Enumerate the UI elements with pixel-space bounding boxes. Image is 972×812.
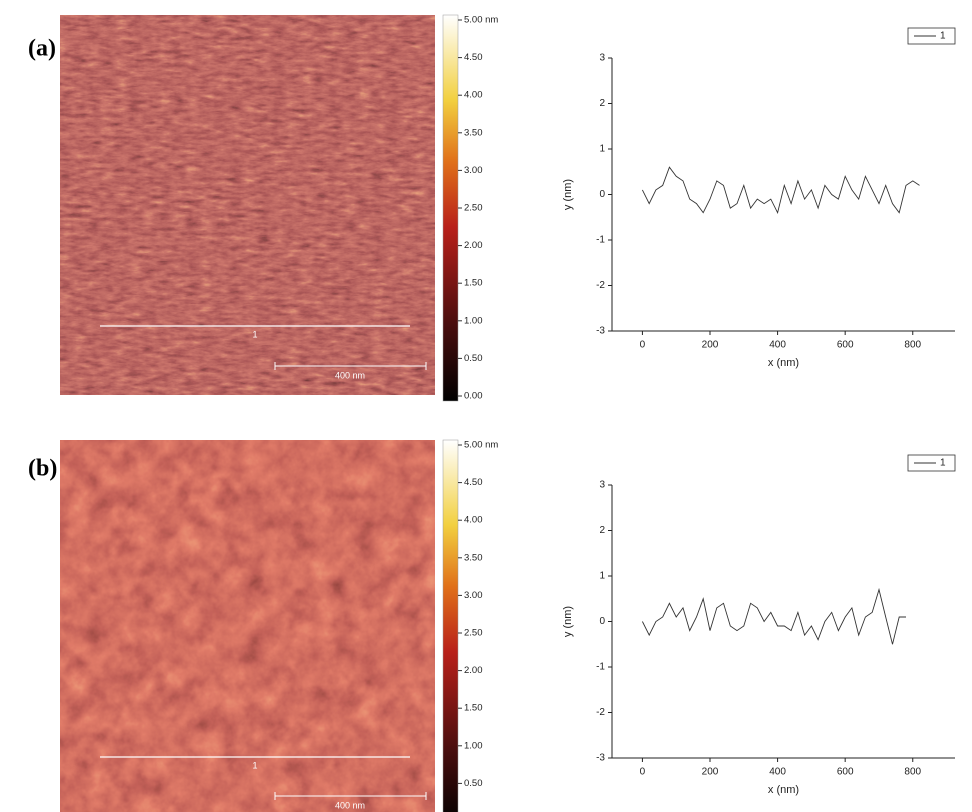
x-tick-label: 800 [904,767,921,778]
x-tick-label: 400 [769,340,786,351]
colorbar-tick-label: 3.50 [464,127,483,138]
y-tick-label: -1 [596,662,605,673]
y-tick-label: 0 [599,189,605,200]
scale-bar-label: 400 nm [335,800,365,810]
y-tick-label: 2 [599,525,605,536]
y-axis-label: y (nm) [562,179,574,210]
legend-label: 1 [940,31,946,42]
profile-curve [641,166,920,214]
y-tick-label: 3 [599,480,605,491]
legend-label: 1 [940,458,946,469]
profile-label: 1 [252,329,257,339]
colorbar-tick-label: 1.00 [464,740,483,751]
x-tick-label: 0 [640,767,646,778]
y-tick-label: 2 [599,98,605,109]
colorbar-tick-label: 0.00 [464,391,483,402]
x-tick-label: 400 [769,767,786,778]
scale-bar-label: 400 nm [335,370,365,380]
x-tick-label: 200 [702,767,719,778]
colorbar-tick-label: 5.00 nm [464,440,498,451]
colorbar-tick-label: 4.00 [464,515,483,526]
colorbar-tick-label: 4.50 [464,477,483,488]
colorbar-tick-label: 4.00 [464,90,483,101]
y-tick-label: -1 [596,235,605,246]
y-tick-label: 1 [599,144,605,155]
y-tick-label: 0 [599,616,605,627]
colorbar-tick-label: 3.00 [464,165,483,176]
colorbar-tick-label: 4.50 [464,52,483,63]
x-axis-label: x (nm) [768,357,799,369]
colorbar-tick-label: 2.50 [464,628,483,639]
colorbar [442,14,459,402]
colorbar-tick-label: 2.50 [464,203,483,214]
afm-image [60,440,435,812]
y-tick-label: 3 [599,53,605,64]
y-tick-label: -3 [596,753,605,764]
colorbar-tick-label: 0.50 [464,778,483,789]
profile-curve [641,587,906,645]
colorbar-tick-label: 5.00 nm [464,15,498,26]
x-tick-label: 600 [837,340,854,351]
x-tick-label: 800 [904,340,921,351]
y-tick-label: -2 [596,280,605,291]
x-tick-label: 200 [702,340,719,351]
colorbar [442,439,459,812]
colorbar-tick-label: 2.00 [464,240,483,251]
x-tick-label: 0 [640,340,646,351]
colorbar-tick-label: 2.00 [464,665,483,676]
x-axis-label: x (nm) [768,784,799,796]
y-tick-label: -2 [596,707,605,718]
afm-image [60,15,435,395]
colorbar-tick-label: 1.00 [464,315,483,326]
y-axis-label: y (nm) [562,606,574,637]
y-tick-label: 1 [599,571,605,582]
colorbar-tick-label: 1.50 [464,703,483,714]
panel-label: (a) [28,36,56,62]
x-tick-label: 600 [837,767,854,778]
profile-label: 1 [252,760,257,770]
colorbar-tick-label: 0.50 [464,353,483,364]
y-tick-label: -3 [596,326,605,337]
colorbar-tick-label: 3.50 [464,552,483,563]
colorbar-tick-label: 3.00 [464,590,483,601]
colorbar-tick-label: 1.50 [464,278,483,289]
panel-label: (b) [28,456,57,482]
